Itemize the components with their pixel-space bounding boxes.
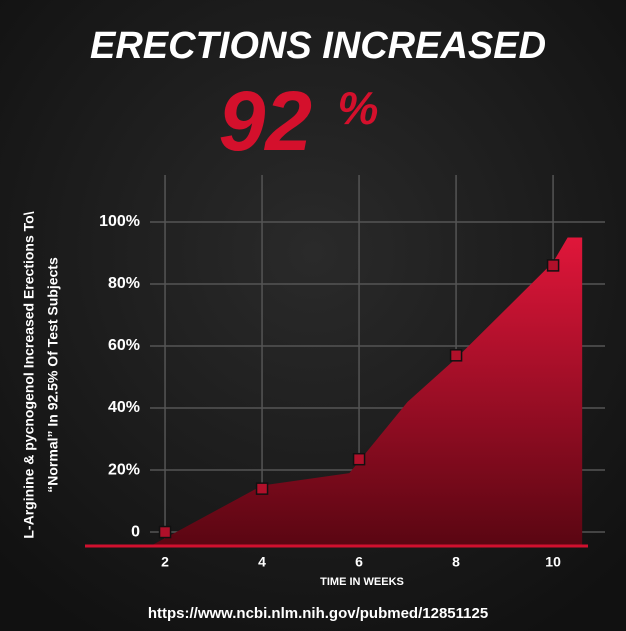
x-tick-label: 4 [258, 554, 266, 570]
y-tick-label: 60% [108, 337, 140, 354]
y-tick-label: 20% [108, 461, 140, 478]
chart-title: ERECTIONS INCREASED [90, 25, 546, 67]
headline-number: 92 [219, 74, 312, 168]
marker [158, 525, 172, 539]
y-tick-label: 0 [131, 523, 140, 540]
x-tick-label: 8 [452, 554, 460, 570]
x-tick-label: 10 [545, 554, 561, 570]
x-tick-label: 2 [161, 554, 169, 570]
marker [352, 452, 366, 466]
headline-unit: % [338, 82, 379, 134]
y-axis-label: L-Arginine & pycnogenol Increased Erecti… [21, 211, 37, 538]
y-tick-label: 40% [108, 399, 140, 416]
area [150, 237, 583, 546]
y-tick-label: 80% [108, 275, 140, 292]
y-axis-label: “Normal” In 92.5% Of Test Subjects [45, 257, 61, 493]
source-url: https://www.ncbi.nlm.nih.gov/pubmed/1285… [148, 605, 488, 622]
marker [449, 349, 463, 362]
x-tick-label: 6 [355, 554, 363, 570]
y-tick-label: 100% [99, 213, 140, 230]
marker [255, 482, 269, 495]
marker [546, 259, 560, 272]
x-axis-label: TIME IN WEEKS [320, 576, 404, 588]
